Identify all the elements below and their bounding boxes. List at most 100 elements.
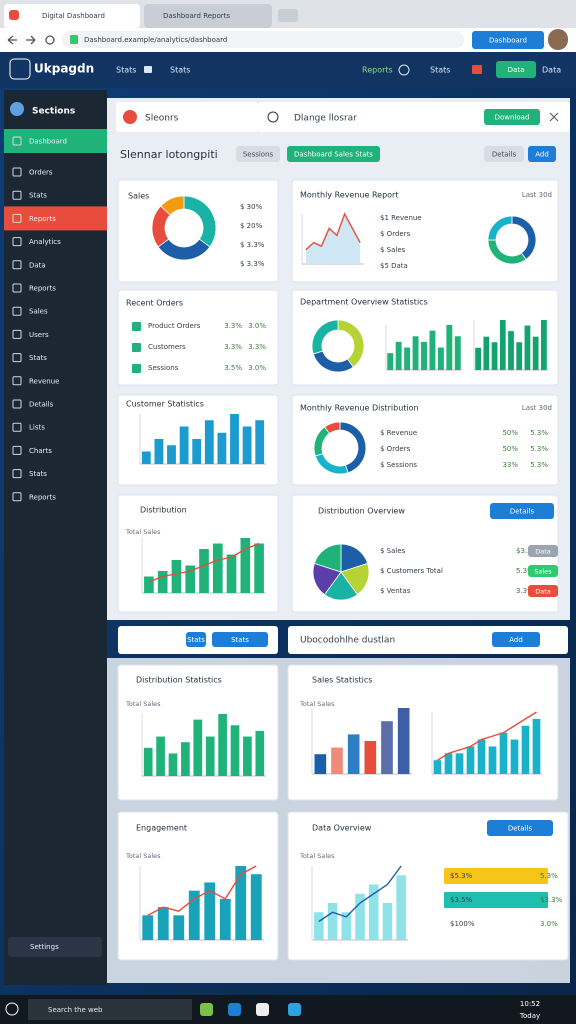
sidebar-item[interactable]: Lists	[29, 424, 45, 432]
profile-button[interactable]	[472, 31, 544, 49]
nav-link[interactable]: Reports	[362, 66, 393, 75]
search-box[interactable]	[28, 999, 192, 1020]
row-text: 5.3%	[530, 429, 548, 437]
button-label[interactable]: Details	[508, 825, 533, 833]
close[interactable]	[549, 112, 559, 122]
button-label[interactable]: Download	[495, 114, 530, 122]
sidebar-item[interactable]: Reports	[29, 285, 56, 293]
bar	[226, 554, 237, 593]
bar	[454, 336, 461, 370]
button-label[interactable]: Sessions	[243, 151, 274, 159]
sidebar-footer[interactable]	[8, 937, 102, 957]
nav-link[interactable]: Stats	[170, 66, 190, 75]
button[interactable]	[186, 632, 206, 647]
button-label[interactable]: Stats	[187, 636, 205, 644]
card-title: Engagement	[136, 824, 187, 833]
row-text: $1 Revenue	[380, 214, 422, 222]
nav-link[interactable]: Data	[542, 66, 561, 75]
status-label: Data	[535, 588, 551, 596]
bar	[204, 420, 214, 464]
row-text: 5.3%	[530, 445, 548, 453]
button-label[interactable]: Data	[508, 66, 525, 74]
sidebar-item[interactable]: Stats	[29, 470, 47, 478]
tab-icon	[9, 10, 19, 20]
pill[interactable]	[484, 146, 524, 162]
button-label[interactable]: Details	[510, 508, 535, 516]
item-icon	[12, 376, 22, 386]
sidebar-item[interactable]: Details	[29, 401, 54, 409]
url-field[interactable]	[62, 31, 464, 48]
section-title: Sleonrs	[145, 114, 179, 124]
taskbar-app[interactable]	[228, 1003, 241, 1016]
button-label[interactable]: Dashboard Sales Stats	[294, 151, 373, 159]
taskbar-app[interactable]	[256, 1003, 269, 1016]
sidebar-item[interactable]: Data	[29, 261, 46, 269]
button[interactable]	[484, 109, 540, 125]
tab[interactable]	[4, 4, 140, 28]
logo: Ukpagdn	[34, 62, 94, 76]
sidebar-item[interactable]: Dashboard	[29, 138, 67, 146]
row-text: 50%	[502, 429, 518, 437]
tab-title[interactable]: Dashboard Reports	[163, 12, 230, 20]
button[interactable]	[496, 61, 536, 78]
sidebar-item[interactable]: Orders	[29, 169, 53, 177]
sidebar-item[interactable]: Revenue	[29, 377, 60, 385]
sidebar-item[interactable]: Analytics	[29, 238, 61, 246]
sidebar-item[interactable]: Reports	[29, 215, 56, 223]
icon[interactable]	[398, 64, 410, 76]
pill[interactable]	[287, 146, 380, 162]
card-title: Recent Orders	[126, 299, 183, 308]
row-text: 3.0%	[248, 322, 266, 330]
pill[interactable]	[236, 146, 280, 162]
row-text: 3.3%	[516, 587, 534, 595]
sidebar-item[interactable]: Stats	[29, 192, 47, 200]
nav-link[interactable]: Stats	[116, 66, 136, 75]
pill[interactable]	[528, 146, 556, 162]
icon	[472, 65, 482, 74]
taskbar-app[interactable]	[200, 1003, 213, 1016]
sidebar-item[interactable]: Sales	[29, 308, 48, 316]
sidebar-item[interactable]: Users	[29, 331, 49, 339]
bar	[243, 736, 252, 776]
button-label[interactable]: Add	[509, 636, 523, 644]
value-tile	[444, 868, 548, 884]
bar	[455, 753, 464, 774]
bar	[204, 882, 216, 940]
item-icon	[12, 167, 22, 177]
bar	[396, 875, 406, 940]
bar	[395, 341, 402, 370]
button[interactable]	[212, 632, 268, 647]
bar	[185, 565, 196, 593]
tab-title[interactable]: Digital Dashboard	[42, 12, 105, 20]
bar	[255, 420, 265, 464]
nav-arrow[interactable]	[7, 35, 17, 45]
sidebar-footer-label[interactable]: Settings	[30, 943, 59, 951]
start-icon[interactable]	[5, 1002, 19, 1016]
url[interactable]: Dashboard.example/analytics/dashboard	[84, 36, 227, 44]
lock-icon	[70, 35, 78, 44]
tab[interactable]	[144, 4, 272, 28]
search-placeholder[interactable]: Search the web	[48, 1006, 103, 1014]
button[interactable]	[487, 820, 553, 836]
reload[interactable]	[45, 35, 55, 45]
button[interactable]	[492, 632, 540, 647]
bar	[382, 903, 393, 940]
sidebar-item[interactable]: Charts	[29, 447, 52, 455]
taskbar-app[interactable]	[288, 1003, 301, 1016]
bar	[219, 898, 231, 940]
nav-link[interactable]: Stats	[430, 66, 450, 75]
new-tab[interactable]	[278, 9, 298, 22]
button-label[interactable]: Add	[535, 151, 549, 159]
button-label[interactable]: Dashboard	[489, 37, 527, 45]
button[interactable]	[490, 503, 554, 519]
row-text: $ Ventas	[380, 587, 411, 595]
button-label[interactable]: Details	[492, 151, 517, 159]
bar	[477, 739, 486, 774]
bar	[381, 721, 393, 774]
button-label[interactable]: Stats	[231, 636, 249, 644]
sidebar-item[interactable]: Stats	[29, 354, 47, 362]
sidebar-item[interactable]: Reports	[29, 493, 56, 501]
bar	[250, 874, 262, 940]
bar	[541, 320, 547, 370]
nav-arrow[interactable]	[26, 35, 36, 45]
